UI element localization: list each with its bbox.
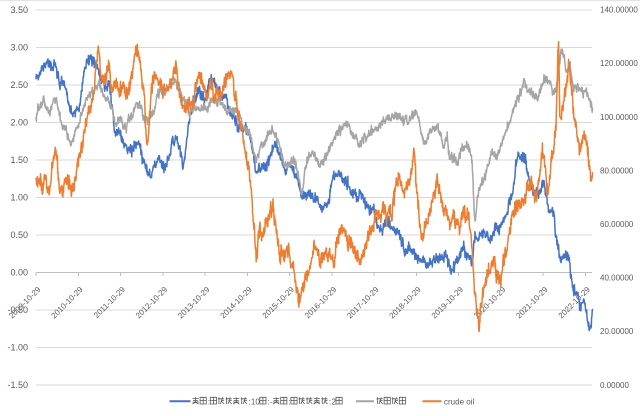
svg-text::: : (208, 397, 210, 406)
svg-text::: : (267, 397, 269, 406)
svg-text:-: - (270, 397, 273, 406)
svg-text:3.00: 3.00 (10, 43, 28, 53)
svg-text:140.00000: 140.00000 (600, 6, 638, 15)
svg-text:-1.50: -1.50 (7, 380, 28, 390)
svg-text:1.00: 1.00 (10, 193, 28, 203)
svg-text:40.00000: 40.00000 (600, 274, 634, 283)
svg-text:20.00000: 20.00000 (600, 327, 634, 336)
svg-text:-1.00: -1.00 (7, 343, 28, 353)
svg-text:100.00000: 100.00000 (600, 113, 638, 122)
svg-text:0.50: 0.50 (10, 230, 28, 240)
svg-text:0.00000: 0.00000 (600, 381, 629, 390)
svg-text:120.00000: 120.00000 (600, 59, 638, 68)
svg-text:-0.50: -0.50 (7, 305, 28, 315)
svg-text:10: 10 (251, 397, 260, 406)
svg-text::: : (288, 397, 290, 406)
svg-text:2: 2 (332, 397, 337, 406)
svg-text:2.50: 2.50 (10, 80, 28, 90)
svg-text:3.50: 3.50 (10, 5, 28, 15)
svg-text::: : (329, 397, 331, 406)
svg-text:0.00: 0.00 (10, 268, 28, 278)
svg-text:80.00000: 80.00000 (600, 166, 634, 175)
svg-text:2.00: 2.00 (10, 118, 28, 128)
svg-text:crude oil: crude oil (444, 397, 474, 406)
svg-text:60.00000: 60.00000 (600, 220, 634, 229)
svg-text::: : (248, 397, 250, 406)
svg-text:1.50: 1.50 (10, 155, 28, 165)
